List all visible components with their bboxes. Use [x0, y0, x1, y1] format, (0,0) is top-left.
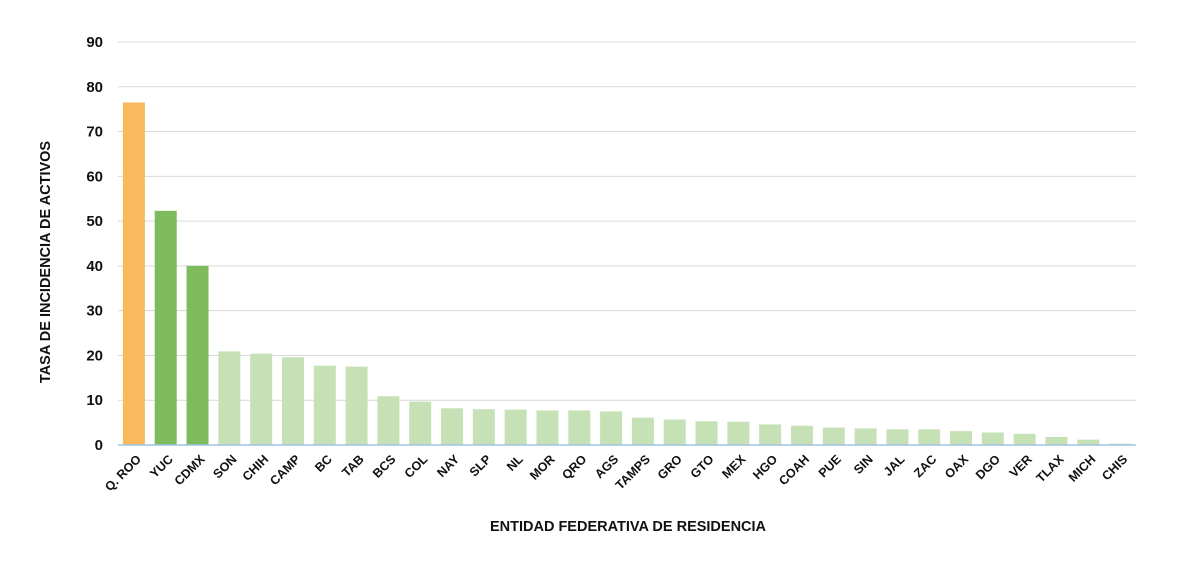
x-tick-label: YUC — [147, 452, 176, 481]
x-tick-label: NL — [504, 452, 526, 474]
bar-ags — [600, 411, 623, 445]
x-tick-label: MEX — [719, 452, 749, 482]
y-axis-title: TASA DE INCIDENCIA DE ACTIVOS — [38, 141, 54, 384]
bar-sin — [854, 428, 877, 445]
bar-mor — [536, 410, 559, 445]
x-tick-label: MOR — [527, 452, 558, 483]
bar-zac — [918, 429, 941, 445]
bar-tlax — [1045, 436, 1068, 445]
x-tick-label: TAB — [339, 452, 366, 479]
x-tick-label: SON — [210, 452, 239, 481]
bar-gto — [695, 421, 718, 445]
x-tick-label: CHIS — [1099, 452, 1130, 483]
x-tick-label: BC — [312, 452, 335, 475]
y-tick-label: 70 — [86, 124, 103, 141]
x-tick-label: SIN — [851, 452, 876, 477]
y-tick-label: 60 — [86, 168, 103, 185]
bar-nl — [504, 409, 527, 445]
bar-bcs — [377, 396, 400, 445]
bar-ver — [1013, 433, 1036, 445]
bar-tamps — [631, 417, 654, 445]
bar-hgo — [759, 424, 782, 445]
x-tick-label: OAX — [942, 452, 972, 482]
bar-nay — [441, 408, 464, 445]
bar-col — [409, 401, 432, 445]
x-tick-label: DGO — [973, 452, 1003, 482]
y-tick-label: 90 — [86, 34, 103, 51]
y-axis-tick-labels: 0 10 20 30 40 50 60 70 80 90 — [86, 34, 103, 454]
bar-mich — [1077, 439, 1100, 445]
bar-son — [218, 351, 241, 445]
y-tick-label: 10 — [86, 392, 103, 409]
x-tick-label: VER — [1007, 452, 1035, 480]
x-tick-label: Q. ROO — [102, 452, 144, 494]
bar-qro — [568, 410, 591, 445]
x-tick-label: SLP — [467, 452, 494, 479]
bar-jal — [886, 429, 909, 445]
y-tick-label: 0 — [95, 437, 103, 454]
x-tick-label: COAH — [776, 452, 812, 488]
gridlines — [118, 41, 1136, 401]
bars — [122, 102, 1132, 445]
x-tick-label: BCS — [370, 452, 399, 481]
x-tick-label: ZAC — [911, 452, 939, 480]
bar-slp — [472, 409, 495, 445]
x-tick-label: GRO — [655, 452, 685, 482]
x-tick-label: CAMP — [267, 452, 303, 488]
y-tick-label: 20 — [86, 347, 103, 364]
bar-camp — [281, 357, 304, 445]
bar-mex — [727, 421, 750, 445]
x-tick-label: COL — [402, 452, 431, 481]
bar-cdmx — [186, 265, 209, 445]
bar-coah — [790, 425, 813, 445]
bar-bc — [313, 365, 336, 445]
x-axis-title: ENTIDAD FEDERATIVA DE RESIDENCIA — [490, 519, 767, 535]
x-tick-label: TAMPS — [613, 452, 653, 492]
x-tick-label: MICH — [1066, 452, 1098, 484]
y-tick-label: 80 — [86, 79, 103, 96]
x-tick-label: JAL — [881, 452, 908, 479]
bar-chih — [250, 353, 273, 445]
x-tick-label: NAY — [434, 452, 462, 480]
x-tick-label: CDMX — [172, 452, 208, 488]
bar-yuc — [154, 210, 177, 445]
x-tick-label: GTO — [688, 452, 717, 481]
x-tick-label: AGS — [592, 452, 621, 481]
x-tick-label: PUE — [816, 452, 844, 480]
y-tick-label: 50 — [86, 213, 103, 230]
bar-pue — [822, 427, 845, 445]
bar-oax — [950, 431, 973, 445]
bar-dgo — [981, 432, 1004, 445]
y-tick-label: 30 — [86, 303, 103, 320]
x-tick-label: QRO — [559, 452, 589, 482]
bar-q-roo — [122, 102, 145, 445]
bar-gro — [663, 419, 686, 445]
x-tick-label: TLAX — [1034, 452, 1067, 485]
bar-tab — [345, 366, 368, 445]
y-tick-label: 40 — [86, 258, 103, 275]
